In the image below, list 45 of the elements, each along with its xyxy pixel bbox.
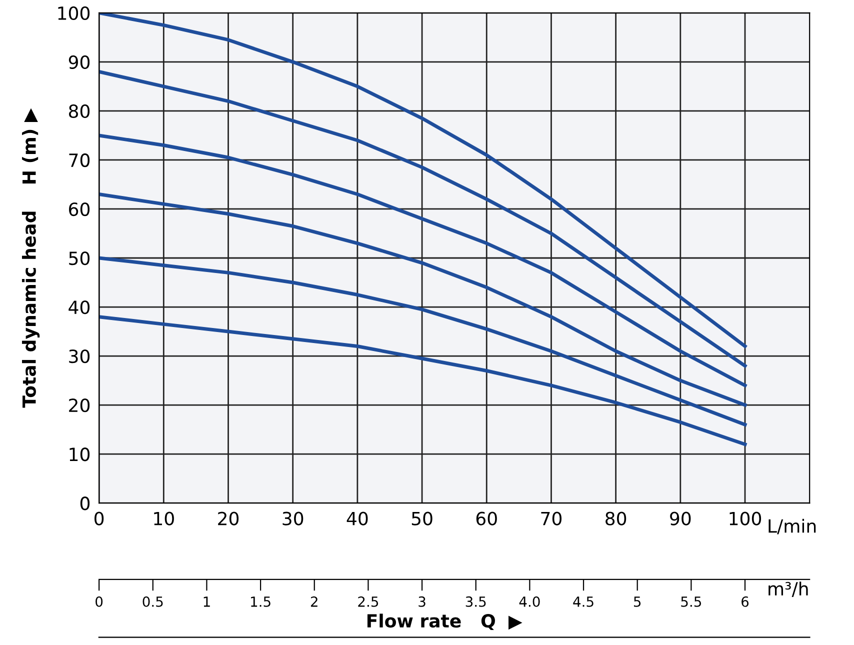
x-tick-label: 90 (670, 512, 691, 526)
y-tick-label: 20 (69, 398, 90, 412)
line-series (99, 256, 747, 426)
x-tick-label: 60 (476, 512, 497, 526)
line-series (99, 70, 747, 368)
x2-tick-label: 3 (418, 596, 426, 607)
line-series (99, 315, 747, 446)
text: Flow rate Q ▶ (367, 614, 522, 630)
x2-tick-label: 4.0 (519, 596, 540, 607)
x-tick-label: 50 (412, 512, 432, 526)
x2-tick-label: 0 (96, 596, 103, 607)
x-tick-label: 30 (282, 512, 304, 526)
x2-tick-label: 5.5 (681, 596, 701, 607)
x-tick-label: 40 (346, 512, 368, 526)
x2-tick-label: 0.5 (142, 596, 163, 607)
x-tick-label: 0 (94, 512, 104, 526)
y-tick-label: 50 (69, 251, 90, 266)
x2-tick-label: 3.5 (466, 596, 486, 607)
y-tick-label: 10 (70, 448, 90, 462)
x2-tick-label: 1 (204, 596, 210, 607)
line-series (99, 134, 747, 388)
x-tick-label: 10 (154, 512, 174, 526)
x-tick-label: 100 (730, 512, 762, 526)
y-tick-label: 40 (68, 300, 90, 314)
y-tick-label: 0 (80, 496, 90, 510)
y-axis-title: Total dynamic head H (m) ▶ (22, 108, 40, 408)
x2-tick-label: 4.5 (573, 596, 594, 607)
y-tick-label: 30 (69, 350, 90, 364)
x-tick-label: 70 (541, 512, 562, 526)
line-series (99, 12, 747, 348)
x-tick-label: 80 (606, 512, 626, 526)
y-tick-label: 60 (69, 202, 90, 216)
x2-tick-label: 2.5 (358, 596, 378, 607)
x-tick-label: 20 (218, 512, 239, 526)
x2-axis-title: m³/h (768, 582, 808, 598)
x2-tick-label: 6 (742, 596, 749, 607)
x2-tick-label: 2 (310, 596, 318, 607)
x2-tick-label: 1.5 (251, 596, 270, 607)
line-series (99, 192, 747, 407)
y-tick-label: 90 (68, 55, 90, 70)
y-tick-label: 70 (69, 153, 90, 168)
y-tick-label: 80 (68, 104, 90, 118)
x-axis-title: L/min (768, 518, 816, 534)
x2-tick-label: 5 (634, 596, 641, 607)
y-tick-label: 100 (58, 6, 90, 20)
